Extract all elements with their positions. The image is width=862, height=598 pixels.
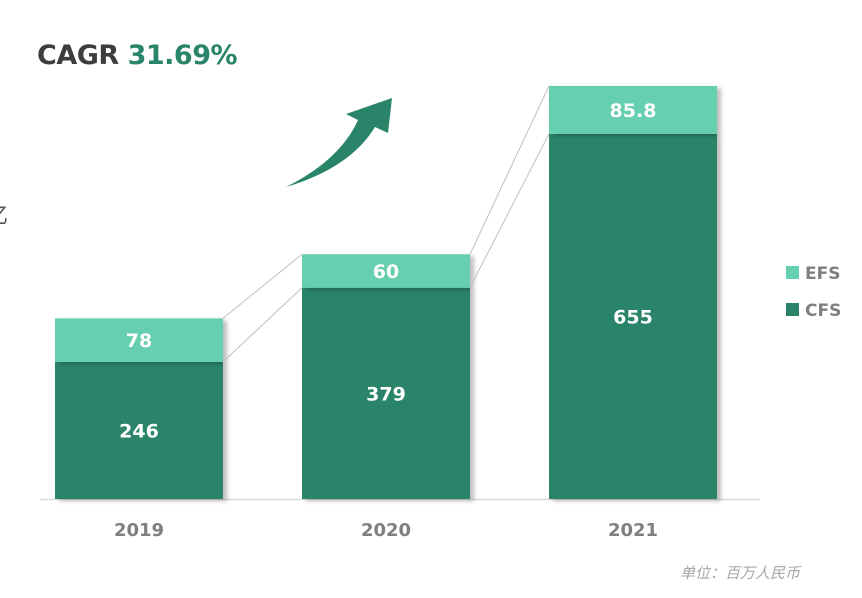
edge-text: 亿 xyxy=(0,198,8,230)
bar-efs-2021 xyxy=(549,86,717,134)
cagr-value: 31.69% xyxy=(127,40,238,71)
x-tick-label-2019: 2019 xyxy=(114,520,164,541)
bar-efs-2020 xyxy=(302,254,470,288)
data-label-cfs-2020: 379 xyxy=(366,383,406,405)
bar-efs-2019 xyxy=(55,318,223,362)
legend-label-cfs: CFS xyxy=(805,301,841,321)
bar-cfs-2021 xyxy=(549,133,717,499)
legend-swatch-cfs xyxy=(786,303,799,316)
data-label-cfs-2019: 246 xyxy=(119,420,159,442)
connector-line xyxy=(469,133,550,288)
unit-label: 单位：百万人民币 xyxy=(680,564,801,582)
x-tick-label-2020: 2020 xyxy=(361,520,411,541)
connector-line xyxy=(469,85,550,255)
legend-label-efs: EFS xyxy=(805,264,840,284)
connector-line xyxy=(222,287,303,363)
growth-arrow-icon xyxy=(286,98,392,187)
legend-swatch-efs xyxy=(786,266,799,279)
bar-cfs-2019 xyxy=(55,361,223,499)
cagr-label: CAGR xyxy=(37,40,119,71)
cagr-title: CAGR 31.69% xyxy=(37,40,238,71)
data-label-efs-2019: 78 xyxy=(126,330,152,352)
connector-line xyxy=(222,253,303,319)
data-label-cfs-2021: 655 xyxy=(613,306,653,328)
x-tick-label-2021: 2021 xyxy=(608,520,658,541)
bar-cfs-2020 xyxy=(302,287,470,499)
data-label-efs-2020: 60 xyxy=(373,261,399,283)
data-label-efs-2021: 85.8 xyxy=(610,100,657,122)
